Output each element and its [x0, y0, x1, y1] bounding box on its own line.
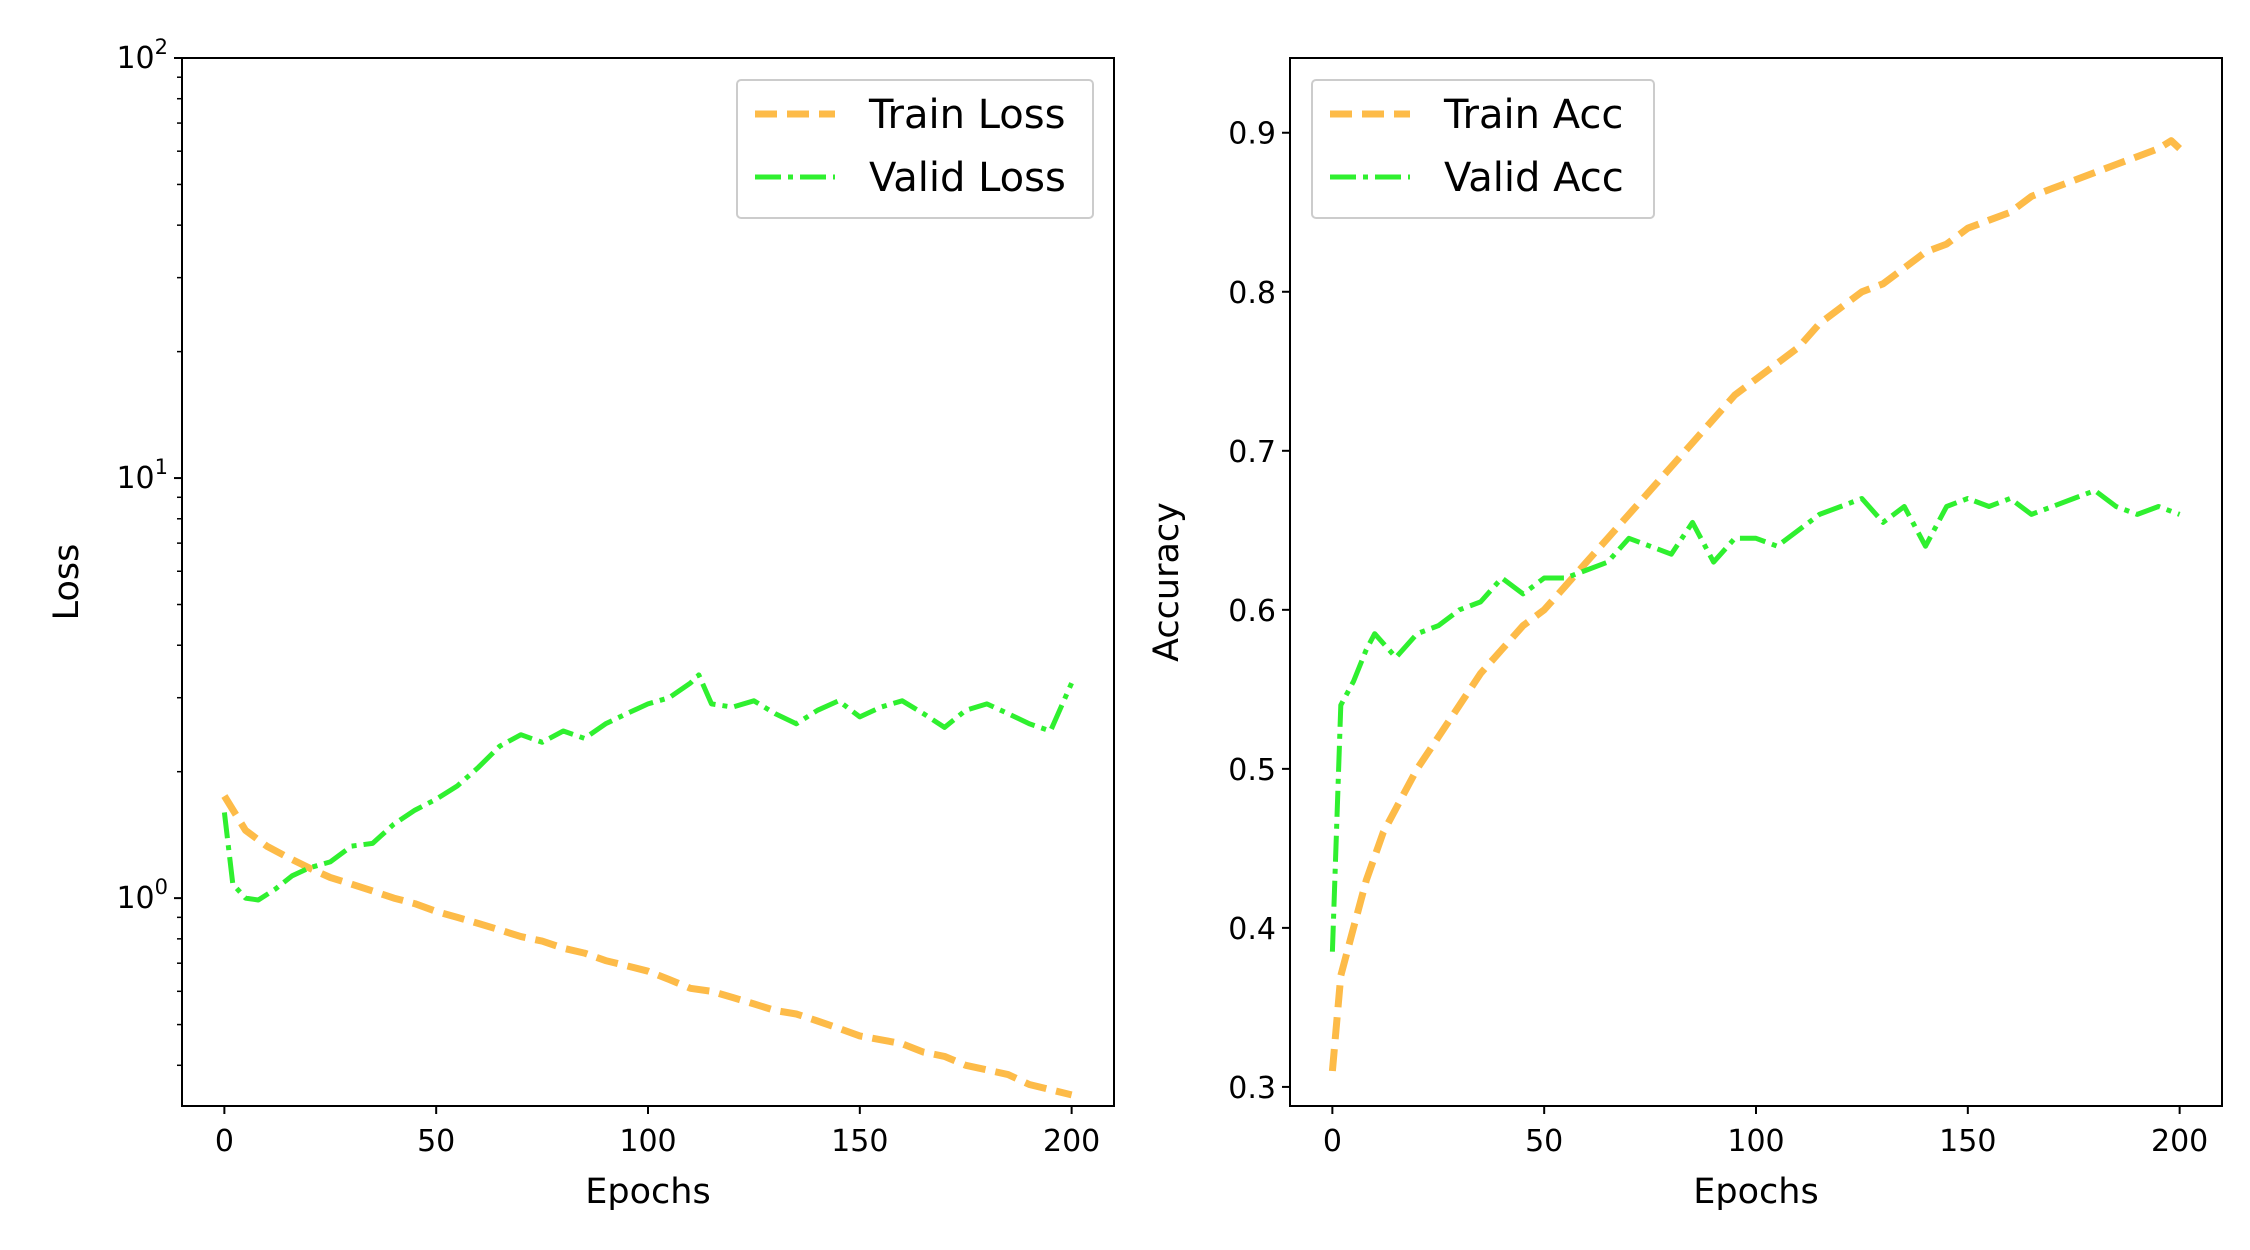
y-tick-label: 100 — [116, 875, 168, 916]
accuracy-y-axis-label: Accuracy — [1147, 502, 1187, 662]
x-tick-label: 100 — [1727, 1124, 1784, 1159]
accuracy-series-line-1 — [1328, 137, 2182, 1072]
y-tick-label: 102 — [116, 35, 168, 76]
accuracy-series-line-2 — [1329, 488, 2181, 952]
loss-series-line-1 — [221, 794, 1073, 1099]
y-tick-label: 0.7 — [1228, 435, 1276, 470]
legend-label: Valid Loss — [869, 155, 1066, 201]
legend-label: Valid Acc — [1444, 155, 1624, 201]
x-tick-label: 200 — [2151, 1124, 2208, 1159]
accuracy-x-axis-label: Epochs — [1693, 1172, 1818, 1212]
x-tick-label: 150 — [831, 1124, 888, 1159]
y-tick-label: 0.4 — [1228, 912, 1276, 947]
loss-chart: 0 50 100 150 200 100 101 102 Epochs Loss Train… — [47, 35, 1115, 1212]
x-tick-label: 150 — [1939, 1124, 1996, 1159]
y-tick-label: 0.5 — [1228, 753, 1276, 788]
y-tick-label: 0.9 — [1228, 117, 1276, 152]
y-tick-label: 0.3 — [1228, 1071, 1276, 1106]
x-tick-label: 100 — [619, 1124, 676, 1159]
y-tick-label: 0.8 — [1228, 276, 1276, 311]
x-tick-label: 200 — [1043, 1124, 1100, 1159]
x-tick-label: 0 — [1323, 1124, 1342, 1159]
loss-x-axis-label: Epochs — [585, 1172, 710, 1212]
accuracy-legend: Train Acc Valid Acc — [1311, 79, 1655, 219]
y-tick-label: 101 — [116, 455, 168, 496]
x-tick-label: 50 — [1525, 1124, 1563, 1159]
x-tick-label: 0 — [215, 1124, 234, 1159]
loss-y-axis-label: Loss — [47, 544, 87, 621]
legend-label: Train Loss — [868, 92, 1065, 138]
x-tick-label: 50 — [417, 1124, 455, 1159]
legend-label: Train Acc — [1443, 92, 1623, 138]
y-tick-label: 0.6 — [1228, 594, 1276, 629]
loss-series-line-2 — [221, 672, 1074, 903]
accuracy-chart: 0 50 100 150 200 0.3 0.4 0.5 0.6 0.7 0.8 0.9 Epoch… — [1147, 57, 2223, 1212]
loss-legend: Train Loss Valid Loss — [736, 79, 1094, 219]
